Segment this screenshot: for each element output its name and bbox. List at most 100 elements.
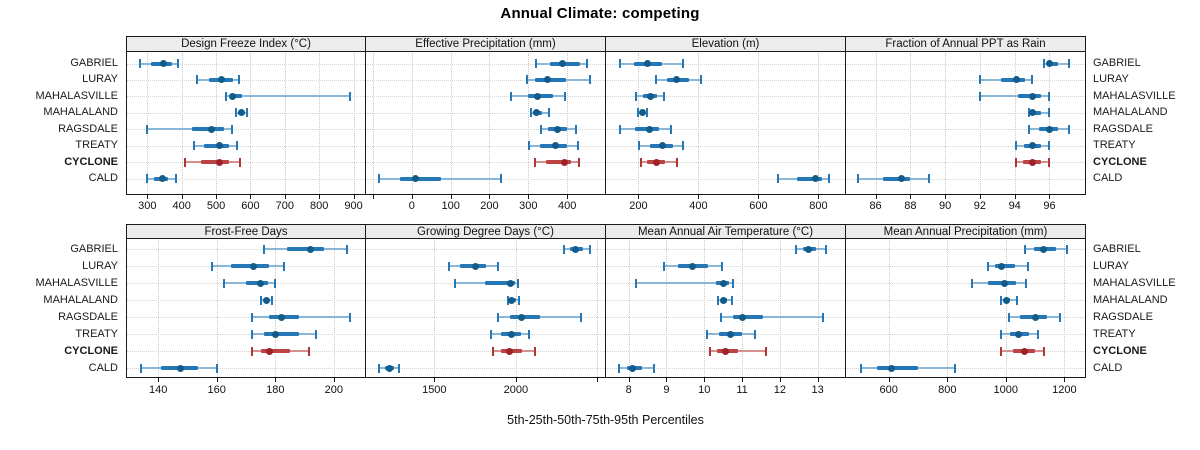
whisker-cap-5th: [250, 312, 253, 322]
site-label-right: TREATY: [1093, 139, 1136, 152]
site-label-left: MAHALALAND: [43, 293, 118, 306]
median-dot: [1045, 125, 1053, 133]
whisker-cap-95th: [927, 174, 930, 184]
whisker-cap-5th: [987, 261, 990, 271]
median-dot: [1028, 92, 1036, 100]
gridline-v: [698, 53, 700, 194]
x-tick: [1005, 378, 1007, 382]
whisker-cap-95th: [345, 244, 348, 254]
whisker-cap-5th: [526, 75, 529, 85]
gridline-h: [367, 317, 605, 318]
gridline-v: [372, 53, 374, 194]
gridline-h: [847, 63, 1085, 65]
x-tick: [216, 195, 218, 199]
whisker-cap-5th: [193, 141, 196, 151]
whisker-cap-95th: [821, 312, 824, 322]
whisker-cap-5th: [539, 124, 542, 134]
x-tick-label: 500: [206, 200, 226, 212]
x-tick-label: 11: [736, 384, 748, 396]
site-label-left: RAGSDALE: [58, 310, 118, 323]
site-label-right: GABRIEL: [1093, 242, 1141, 255]
median-dot: [997, 262, 1005, 270]
x-tick: [945, 195, 947, 199]
median-dot: [228, 92, 236, 100]
interquartile-bar: [192, 127, 225, 132]
x-tick: [888, 378, 890, 382]
x-tick-label: 600: [241, 200, 260, 212]
whisker-cap-95th: [675, 157, 678, 167]
whisker-cap-5th: [1043, 59, 1046, 68]
x-tick-label: 140: [149, 384, 168, 396]
whisker-cap-5th: [978, 91, 981, 101]
whisker-cap-5th: [234, 108, 237, 118]
gridline-v: [910, 53, 912, 194]
whisker-cap-95th: [580, 312, 583, 322]
site-label-right: MAHALASVILLE: [1093, 276, 1176, 289]
whisker-cap-5th: [708, 346, 711, 356]
gridline-v: [979, 53, 981, 194]
gridline-h: [847, 266, 1085, 267]
whisker-cap-95th: [586, 59, 589, 68]
x-tick-label: 2000: [503, 384, 529, 396]
gridline-h: [847, 129, 1085, 131]
gridline-v: [216, 53, 218, 194]
x-tick: [284, 195, 286, 199]
whisker-cap-95th: [1066, 244, 1069, 254]
whisker-cap-95th: [1048, 91, 1051, 101]
site-label-left: MAHALASVILLE: [35, 276, 118, 289]
gridline-v: [333, 240, 335, 377]
whisker-cap-5th: [145, 124, 148, 134]
whisker-cap-95th: [1067, 124, 1070, 134]
gridline-h: [847, 300, 1085, 301]
gridline-h: [367, 249, 605, 250]
whisker-cap-95th: [589, 75, 592, 85]
x-tick: [818, 195, 820, 199]
site-label-left: MAHALASVILLE: [35, 89, 118, 102]
interquartile-bar: [797, 176, 822, 181]
gridline-h: [847, 249, 1085, 250]
whisker-cap-95th: [731, 278, 734, 288]
median-dot: [412, 175, 420, 183]
whisker-cap-95th: [682, 141, 685, 151]
gridline-v: [704, 240, 706, 377]
interquartile-bar: [400, 176, 441, 181]
whisker-cap-95th: [645, 108, 648, 118]
whisker-cap-95th: [534, 346, 537, 356]
whisker-cap-5th: [971, 278, 974, 288]
whisker-cap-5th: [563, 244, 566, 254]
panel-body: [126, 239, 366, 378]
gridline-v: [817, 240, 819, 377]
median-dot: [558, 60, 566, 67]
site-label-right: MAHALALAND: [1093, 106, 1168, 119]
gridline-h: [367, 129, 605, 131]
site-label-left: CYCLONE: [64, 155, 118, 168]
gridline-h: [367, 300, 605, 301]
gridline-h: [127, 145, 365, 147]
x-tick-label: 600: [879, 384, 898, 396]
x-tick: [353, 195, 355, 199]
median-dot: [216, 158, 224, 166]
whisker-cap-95th: [1031, 75, 1034, 85]
median-dot: [1003, 296, 1011, 304]
x-tick: [567, 195, 569, 199]
gridline-v: [947, 240, 949, 377]
gridline-v: [158, 240, 160, 377]
whisker-cap-5th: [496, 312, 499, 322]
whisker-cap-95th: [1026, 261, 1029, 271]
median-dot: [560, 158, 568, 166]
whisker-cap-95th: [827, 174, 830, 184]
median-dot: [1029, 109, 1037, 117]
interquartile-bar: [484, 281, 515, 285]
site-label-right: CALD: [1093, 361, 1123, 374]
x-tick: [319, 195, 321, 199]
gridline-v: [638, 53, 640, 194]
x-tick: [372, 195, 374, 199]
site-label-right: RAGSDALE: [1093, 310, 1153, 323]
x-tick: [742, 378, 744, 382]
whisker-cap-5th: [139, 363, 142, 373]
whisker-cap-95th: [271, 295, 274, 305]
median-dot: [471, 262, 479, 270]
whisker-cap-5th: [638, 141, 640, 151]
whisker-cap-5th: [184, 157, 187, 167]
whisker-cap-95th: [215, 363, 218, 373]
